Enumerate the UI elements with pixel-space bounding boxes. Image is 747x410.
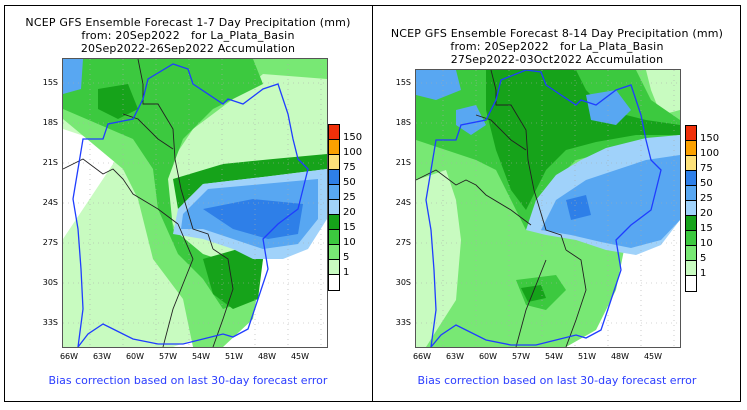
colorbar-label: 25: [700, 193, 713, 204]
colorbar-swatch: [329, 125, 339, 140]
lat-label: 15S: [42, 78, 58, 87]
lon-label: 63W: [445, 352, 465, 361]
colorbar-label: 50: [343, 177, 356, 188]
colorbar-swatch: [686, 246, 696, 261]
colorbar-label: 50: [700, 178, 713, 189]
colorbar-swatch: [686, 201, 696, 216]
lon-label: 48W: [610, 352, 630, 361]
lon-label: 51W: [224, 352, 244, 361]
lat-label: 33S: [395, 318, 411, 327]
lat-label: 21S: [42, 158, 58, 167]
lon-label: 54W: [544, 352, 564, 361]
lat-label: 15S: [395, 78, 411, 87]
colorbar-label: 150: [343, 132, 363, 143]
colorbar-label: 75: [700, 163, 713, 174]
colorbar-swatch: [329, 170, 339, 185]
lon-label: 57W: [511, 352, 531, 361]
lat-label: 27S: [42, 238, 58, 247]
lat-label: 24S: [42, 198, 58, 207]
lat-label: 18S: [395, 118, 411, 127]
bias-correction-note: Bias correction based on last 30-day for…: [48, 374, 328, 387]
colorbar-label: 5: [700, 253, 707, 264]
panel-title-line3: 20Sep2022-26Sep2022 Accumulation: [80, 42, 296, 55]
lon-label: 51W: [577, 352, 597, 361]
lon-label: 45W: [643, 352, 663, 361]
lat-label: 30S: [42, 278, 58, 287]
lon-label: 60W: [478, 352, 498, 361]
precip-map-week1: [62, 58, 328, 348]
bias-correction-note: Bias correction based on last 30-day for…: [417, 374, 697, 387]
lon-label: 48W: [257, 352, 277, 361]
colorbar-swatch: [686, 171, 696, 186]
lon-label: 57W: [158, 352, 178, 361]
lat-label: 18S: [42, 118, 58, 127]
lon-label: 66W: [412, 352, 432, 361]
colorbar-swatch: [686, 261, 696, 276]
lat-label: 24S: [395, 198, 411, 207]
colorbar: [685, 125, 697, 292]
panel-week1: NCEP GFS Ensemble Forecast 1-7 Day Preci…: [4, 5, 372, 402]
colorbar-swatch: [686, 186, 696, 201]
colorbar: [328, 124, 340, 291]
colorbar-swatch: [329, 275, 339, 290]
panel-week2: NCEP GFS Ensemble Forecast 8-14 Day Prec…: [373, 5, 741, 402]
colorbar-swatch: [329, 230, 339, 245]
colorbar-label: 10: [700, 238, 713, 249]
colorbar-label: 10: [343, 237, 356, 248]
colorbar-swatch: [329, 155, 339, 170]
panel-title-line2: from: 20Sep2022 for La_Plata_Basin: [81, 29, 295, 42]
colorbar-label: 15: [700, 223, 713, 234]
lat-label: 27S: [395, 238, 411, 247]
lon-label: 60W: [125, 352, 145, 361]
colorbar-swatch: [686, 141, 696, 156]
precip-map-week2: [415, 69, 681, 348]
colorbar-swatch: [329, 185, 339, 200]
lat-label: 30S: [395, 278, 411, 287]
panel-divider: [372, 5, 373, 402]
colorbar-label: 20: [343, 207, 356, 218]
colorbar-label: 25: [343, 192, 356, 203]
panel-title-line1: NCEP GFS Ensemble Forecast 1-7 Day Preci…: [25, 16, 351, 29]
colorbar-swatch: [329, 200, 339, 215]
colorbar-label: 100: [700, 148, 720, 159]
colorbar-swatch: [686, 276, 696, 291]
colorbar-label: 75: [343, 162, 356, 173]
colorbar-swatch: [329, 215, 339, 230]
colorbar-label: 1: [343, 267, 350, 278]
colorbar-swatch: [686, 156, 696, 171]
lon-label: 63W: [92, 352, 112, 361]
colorbar-swatch: [686, 216, 696, 231]
colorbar-label: 150: [700, 133, 720, 144]
panel-title-line3: 27Sep2022-03Oct2022 Accumulation: [450, 53, 664, 66]
lat-label: 33S: [42, 318, 58, 327]
lon-label: 66W: [59, 352, 79, 361]
colorbar-swatch: [686, 231, 696, 246]
panel-title-line2: from: 20Sep2022 for La_Plata_Basin: [450, 40, 664, 53]
lon-label: 54W: [191, 352, 211, 361]
colorbar-swatch: [329, 260, 339, 275]
colorbar-label: 15: [343, 222, 356, 233]
panel-title-line1: NCEP GFS Ensemble Forecast 8-14 Day Prec…: [390, 27, 724, 40]
colorbar-label: 5: [343, 252, 350, 263]
colorbar-swatch: [329, 140, 339, 155]
colorbar-label: 20: [700, 208, 713, 219]
lon-label: 45W: [290, 352, 310, 361]
colorbar-swatch: [686, 126, 696, 141]
colorbar-swatch: [329, 245, 339, 260]
colorbar-label: 1: [700, 268, 707, 279]
colorbar-label: 100: [343, 147, 363, 158]
lat-label: 21S: [395, 158, 411, 167]
